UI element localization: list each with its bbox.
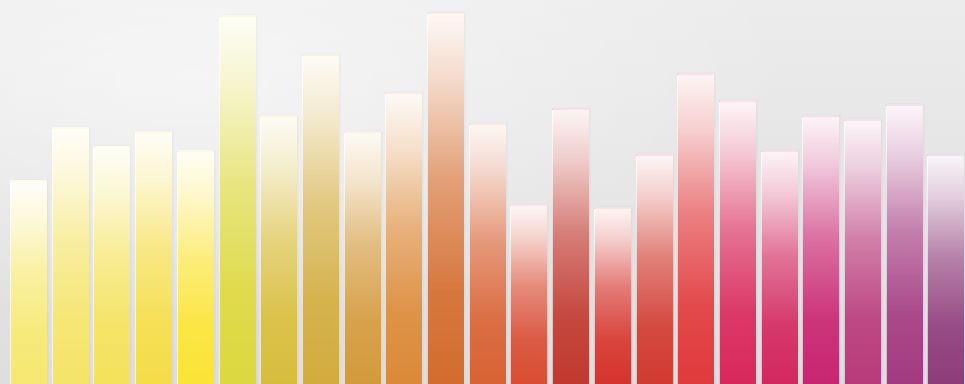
bar-2 xyxy=(51,127,89,384)
bar-6 xyxy=(218,15,256,384)
bar-5 xyxy=(176,150,214,384)
bar-21 xyxy=(844,119,881,384)
bar-12 xyxy=(468,123,506,384)
bar-10 xyxy=(385,92,423,384)
bar-11 xyxy=(427,12,464,384)
bar-13 xyxy=(510,204,548,384)
bar-14 xyxy=(552,108,590,384)
bar-18 xyxy=(718,100,756,384)
bar-1 xyxy=(10,180,47,384)
bar-22 xyxy=(885,104,923,384)
bar-4 xyxy=(135,131,173,384)
bar-8 xyxy=(301,54,339,384)
bar-9 xyxy=(343,131,381,384)
bar-3 xyxy=(93,146,131,384)
bar-7 xyxy=(260,115,298,384)
bar-17 xyxy=(677,73,715,384)
bar-19 xyxy=(760,150,798,384)
bar-20 xyxy=(802,115,840,384)
bar-23 xyxy=(927,154,965,384)
bar-15 xyxy=(593,207,631,384)
bar-16 xyxy=(635,154,673,384)
